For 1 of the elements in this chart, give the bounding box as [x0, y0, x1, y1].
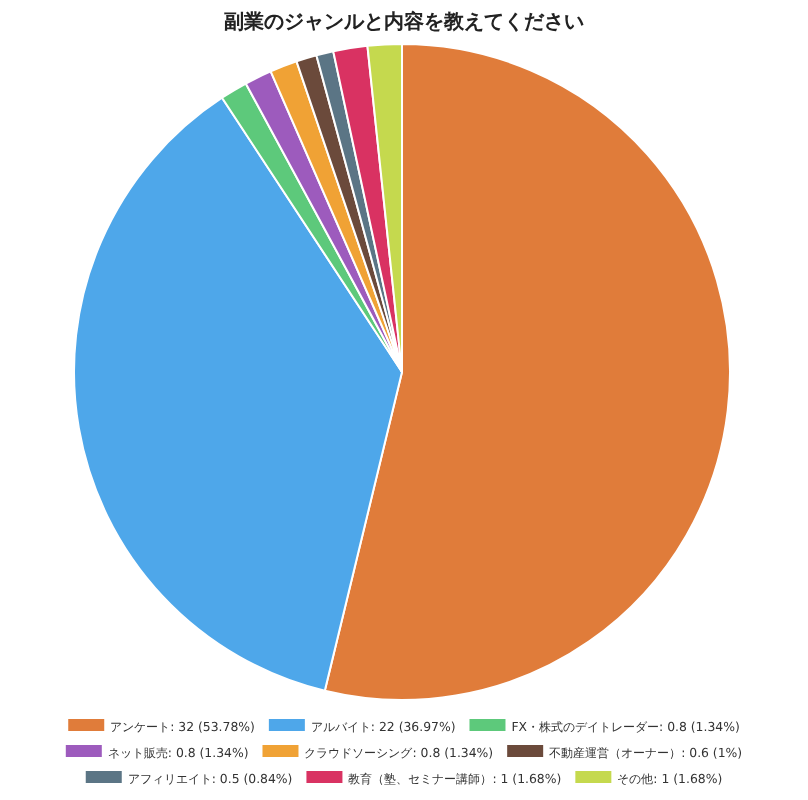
- chart-title: 副業のジャンルと内容を教えてください: [224, 10, 584, 34]
